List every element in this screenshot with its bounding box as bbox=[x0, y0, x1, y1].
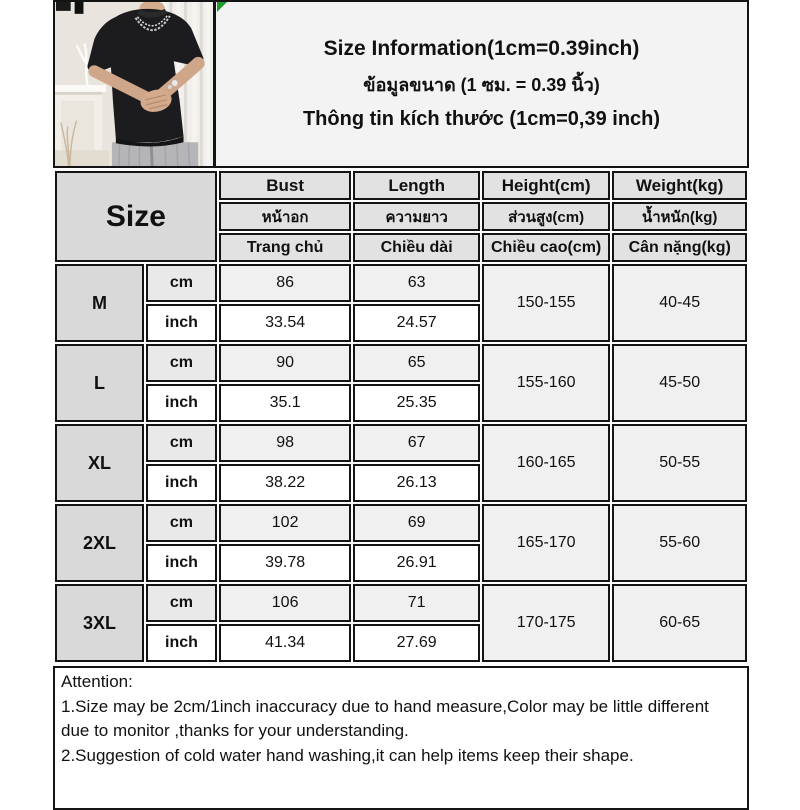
attention-heading: Attention: bbox=[61, 672, 133, 691]
col-header-length-en: Length bbox=[353, 171, 480, 200]
size-label-xl: XL bbox=[55, 424, 145, 502]
col-header-weight-th: น้ำหนัก(kg) bbox=[612, 202, 747, 231]
unit-label: cm bbox=[146, 504, 217, 542]
length-inch: 26.91 bbox=[353, 544, 480, 582]
unit-label: inch bbox=[146, 544, 217, 582]
weight-range: 55-60 bbox=[612, 504, 747, 582]
unit-label: cm bbox=[146, 584, 217, 622]
size-label-m: M bbox=[55, 264, 145, 342]
bust-inch: 39.78 bbox=[218, 544, 352, 582]
col-header-length-th: ความยาว bbox=[353, 202, 480, 231]
bust-cm: 106 bbox=[218, 584, 352, 622]
title-thai: ข้อมูลขนาด (1 ซม. = 0.39 นิ้ว) bbox=[363, 75, 600, 95]
weight-range: 45-50 bbox=[612, 344, 747, 422]
unit-label: inch bbox=[146, 384, 217, 422]
size-header-cell: Size bbox=[55, 171, 217, 262]
size-table-body: Size Bust Length Height(cm) Weight(kg) ห… bbox=[55, 171, 747, 662]
bust-cm: 102 bbox=[218, 504, 352, 542]
length-cm: 69 bbox=[353, 504, 480, 542]
length-inch: 27.69 bbox=[353, 624, 480, 662]
size-label-l: L bbox=[55, 344, 145, 422]
bust-cm: 90 bbox=[218, 344, 352, 382]
product-photo-illustration bbox=[55, 2, 213, 166]
col-header-weight-en: Weight(kg) bbox=[612, 171, 747, 200]
height-range: 170-175 bbox=[481, 584, 611, 662]
table-row: M cm 86 63 150-155 40-45 bbox=[55, 264, 747, 342]
attention-item-2: 2.Suggestion of cold water hand washing,… bbox=[61, 745, 634, 765]
unit-label: cm bbox=[146, 264, 217, 302]
height-range: 165-170 bbox=[481, 504, 611, 582]
length-inch: 24.57 bbox=[353, 304, 480, 342]
attention-item-1: 1.Size may be 2cm/1inch inaccuracy due t… bbox=[61, 696, 709, 741]
unit-label: cm bbox=[146, 424, 217, 462]
weight-range: 50-55 bbox=[612, 424, 747, 502]
col-header-weight-vi: Cân nặng(kg) bbox=[612, 233, 747, 262]
product-photo bbox=[55, 2, 216, 166]
bust-inch: 41.34 bbox=[218, 624, 352, 662]
title-area: Size Information(1cm=0.39inch) ข้อมูลขนา… bbox=[216, 2, 747, 166]
col-header-bust-en: Bust bbox=[218, 171, 352, 200]
col-header-bust-vi: Trang chủ bbox=[218, 233, 352, 262]
header-row-en: Size Bust Length Height(cm) Weight(kg) bbox=[55, 171, 747, 262]
title-vietnamese: Thông tin kích thước (1cm=0,39 inch) bbox=[302, 108, 661, 130]
bust-inch: 33.54 bbox=[218, 304, 352, 342]
weight-range: 40-45 bbox=[612, 264, 747, 342]
length-inch: 25.35 bbox=[353, 384, 480, 422]
title-english: Size Information(1cm=0.39inch) bbox=[323, 37, 640, 60]
table-row: inch 39.78 26.91 bbox=[55, 544, 747, 582]
col-header-height-vi: Chiều cao(cm) bbox=[481, 233, 611, 262]
table-row: inch 38.22 26.13 bbox=[55, 464, 747, 502]
top-section: Size Information(1cm=0.39inch) ข้อมูลขนา… bbox=[53, 0, 749, 168]
size-label-2xl: 2XL bbox=[55, 504, 145, 582]
table-row: 2XL cm 102 69 165-170 55-60 bbox=[55, 504, 747, 582]
table-row: inch 41.34 27.69 bbox=[55, 624, 747, 662]
header-row-th: หน้าอก ความยาว ส่วนสูง(cm) น้ำหนัก(kg) bbox=[55, 202, 747, 231]
col-header-height-en: Height(cm) bbox=[481, 171, 611, 200]
length-cm: 71 bbox=[353, 584, 480, 622]
weight-range: 60-65 bbox=[612, 584, 747, 662]
table-row: L cm 90 65 155-160 45-50 bbox=[55, 344, 747, 422]
bust-cm: 98 bbox=[218, 424, 352, 462]
green-corner-flag-icon bbox=[217, 2, 227, 12]
header-row-vi: Trang chủ Chiều dài Chiều cao(cm) Cân nặ… bbox=[55, 233, 747, 262]
unit-label: inch bbox=[146, 624, 217, 662]
attention-box: Attention: 1.Size may be 2cm/1inch inacc… bbox=[53, 666, 749, 810]
length-cm: 63 bbox=[353, 264, 480, 302]
length-inch: 26.13 bbox=[353, 464, 480, 502]
col-header-bust-th: หน้าอก bbox=[218, 202, 352, 231]
length-cm: 65 bbox=[353, 344, 480, 382]
col-header-height-th: ส่วนสูง(cm) bbox=[481, 202, 611, 231]
table-row: inch 33.54 24.57 bbox=[55, 304, 747, 342]
bust-inch: 35.1 bbox=[218, 384, 352, 422]
unit-label: inch bbox=[146, 464, 217, 502]
bust-inch: 38.22 bbox=[218, 464, 352, 502]
table-row: inch 35.1 25.35 bbox=[55, 384, 747, 422]
height-range: 150-155 bbox=[481, 264, 611, 342]
length-cm: 67 bbox=[353, 424, 480, 462]
table-row: XL cm 98 67 160-165 50-55 bbox=[55, 424, 747, 502]
table-row: 3XL cm 106 71 170-175 60-65 bbox=[55, 584, 747, 662]
size-label-3xl: 3XL bbox=[55, 584, 145, 662]
size-table: Size Bust Length Height(cm) Weight(kg) ห… bbox=[53, 169, 749, 664]
col-header-length-vi: Chiều dài bbox=[353, 233, 480, 262]
unit-label: cm bbox=[146, 344, 217, 382]
height-range: 160-165 bbox=[481, 424, 611, 502]
unit-label: inch bbox=[146, 304, 217, 342]
height-range: 155-160 bbox=[481, 344, 611, 422]
bust-cm: 86 bbox=[218, 264, 352, 302]
size-chart-page: Size Information(1cm=0.39inch) ข้อมูลขนา… bbox=[53, 0, 749, 810]
